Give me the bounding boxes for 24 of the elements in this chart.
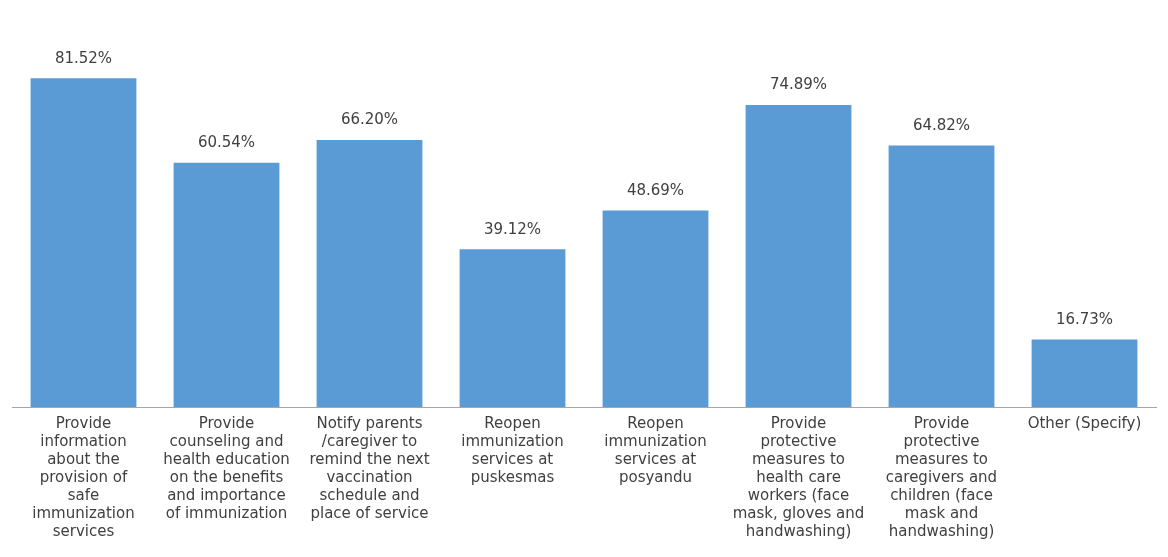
- data-label: 81.52%: [54, 48, 113, 67]
- x-tick-label: Provide protective measures to health care workers (face mask, gloves and handwashing): [732, 413, 865, 540]
- x-tick-label: Notify parents /caregiver to remind the next vaccination schedule and place of service: [309, 413, 430, 522]
- bar: [459, 249, 566, 407]
- bar: [30, 78, 137, 407]
- bar: [173, 162, 280, 407]
- x-tick-label: Provide information about the provision of safe immunization services: [32, 413, 135, 540]
- data-label: 39.12%: [483, 219, 542, 238]
- x-tick-label: Provide protective measures to caregivers and children (face mask and handwashing): [885, 413, 998, 540]
- bar: [745, 104, 852, 407]
- bar: [316, 139, 423, 407]
- data-label: 16.73%: [1055, 309, 1114, 328]
- bar: [602, 210, 709, 407]
- data-label: 60.54%: [197, 133, 256, 152]
- x-tick-label: Other (Specify): [1027, 413, 1142, 432]
- data-label: 66.20%: [340, 110, 399, 129]
- x-tick-label: Reopen immunization services at puskesmas: [461, 413, 564, 486]
- data-label: 64.82%: [912, 115, 971, 134]
- bar: [1031, 339, 1138, 407]
- x-tick-label: Provide counseling and health education on the benefits and importance of immunization: [163, 413, 290, 522]
- bar: [888, 145, 995, 407]
- x-tick-label: Reopen immunization services at posyandu: [604, 413, 707, 486]
- data-label: 74.89%: [769, 75, 828, 94]
- data-label: 48.69%: [626, 181, 685, 200]
